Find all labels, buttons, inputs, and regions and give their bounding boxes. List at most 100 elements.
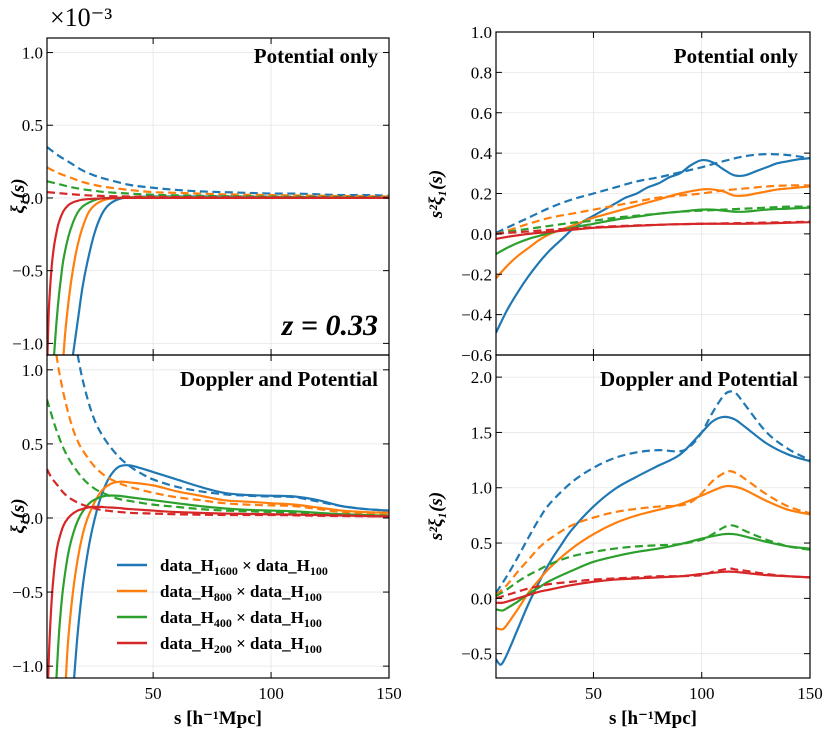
series-orange-solid-bottom-right — [496, 484, 810, 631]
panel-title-bottom-left: Doppler and Potential — [180, 367, 378, 391]
legend-item-orange: data_H800 × data_H100 — [117, 582, 322, 604]
panel-title-bottom-right: Doppler and Potential — [600, 367, 798, 391]
series-orange-dashed-top-right — [496, 184, 810, 235]
ticks-bottom-left: 50 100 150 −1.0 −0.5 0.0 0.5 1.0 — [12, 355, 402, 703]
tick-label-y-5-top-right: 0.4 — [471, 144, 493, 163]
legend-sub2-blue: 100 — [310, 564, 328, 578]
panel-title-top-left: Potential only — [254, 44, 379, 68]
legend-sub1-green: 400 — [214, 616, 232, 630]
legend-sub1-red: 200 — [214, 642, 232, 656]
series-blue-dashed-bottom-left — [76, 355, 389, 512]
y-axis-label-bottom-right: s²ξ₁(s) — [426, 492, 447, 541]
series-blue-solid-top-right — [496, 157, 810, 334]
ticks-top-right: −0.6 −0.4 −0.2 0.0 0.2 0.4 0.6 0.8 1.0 — [461, 23, 811, 365]
axes-frame-bottom-right — [495, 354, 811, 679]
series-top-right — [496, 153, 810, 334]
series-green-dashed-bottom-left — [47, 399, 389, 518]
tick-label-y-1-bottom-left: −0.5 — [12, 583, 43, 602]
left-scale-label: ×10⁻³ — [50, 3, 112, 32]
tick-label-y-0-bottom-left: −1.0 — [12, 657, 43, 676]
grid-bottom-right — [496, 355, 811, 678]
x-axis-label-bottom-left: s [h⁻¹Mpc] — [174, 708, 262, 729]
tick-label-y-0-top-left: −1.0 — [12, 334, 43, 353]
tick-label-y-3-bottom-left: 0.5 — [22, 435, 43, 454]
tick-label-y-4-top-left: 1.0 — [22, 44, 43, 63]
legend-main-blue: data_H — [160, 556, 214, 575]
ticks-top-left: −1.0 −0.5 0.0 0.5 1.0 — [12, 38, 390, 355]
tick-label-y-2-top-left: 0.0 — [22, 189, 43, 208]
y-axis-label-top-right: s²ξ₁(s) — [426, 170, 447, 219]
series-green-dashed-bottom-right — [496, 524, 810, 598]
tick-label-y-3-top-right: 0.0 — [471, 225, 492, 244]
redshift-label: z = 0.33 — [281, 309, 378, 342]
series-blue-solid-bottom-right — [496, 415, 810, 666]
legend-main-orange: data_H — [160, 582, 214, 601]
legend-mid-blue: × data_H — [238, 556, 310, 575]
series-blue-solid-bottom-left — [73, 464, 389, 678]
legend-label-red: data_H200 × data_H100 — [160, 634, 322, 656]
grid-top-right — [496, 31, 811, 356]
tick-label-x-150-bottom-left: 150 — [376, 684, 402, 703]
series-red-dashed-top-right — [496, 220, 810, 235]
legend-sub1-orange: 800 — [214, 590, 232, 604]
legend-sub2-orange: 100 — [304, 590, 322, 604]
panel-top-right: −0.6 −0.4 −0.2 0.0 0.2 0.4 0.6 0.8 1.0 Potential… — [461, 23, 811, 365]
axes-frame-bottom-left — [46, 354, 390, 679]
series-red-dashed-bottom-right — [496, 567, 810, 600]
legend-item-red: data_H200 × data_H100 — [117, 634, 322, 656]
series-orange-dashed-bottom-right — [496, 470, 810, 596]
legend-mid-red: × data_H — [232, 634, 304, 653]
tick-label-y-4-bottom-left: 1.0 — [22, 361, 43, 380]
tick-label-y-7-top-right: 0.8 — [471, 63, 492, 82]
legend-label-green: data_H400 × data_H100 — [160, 608, 322, 630]
tick-label-y-0-bottom-right: −0.5 — [461, 645, 492, 664]
legend-item-blue: data_H1600 × data_H100 — [117, 556, 328, 578]
tick-label-y-1-bottom-right: 0.0 — [471, 589, 492, 608]
legend-sub2-red: 100 — [304, 642, 322, 656]
series-blue-dashed-top-left — [47, 146, 389, 197]
tick-label-y-5-bottom-right: 2.0 — [471, 368, 492, 387]
tick-label-x-100-bottom-left: 100 — [258, 684, 284, 703]
y-axis-label-bottom-left: ξ₁(s) — [8, 498, 29, 533]
grid-bottom-left — [47, 355, 390, 678]
legend-main-red: data_H — [160, 634, 214, 653]
tick-label-y-8-top-right: 1.0 — [471, 23, 492, 42]
x-axis-label-bottom-right: s [h⁻¹Mpc] — [609, 708, 697, 729]
tick-label-y-4-bottom-right: 1.5 — [471, 423, 492, 442]
series-green-solid-top-right — [496, 206, 810, 256]
panel-bottom-right: 50 100 150 −0.5 0.0 0.5 1.0 1.5 2.0 Doppler and … — [461, 354, 823, 703]
legend-main-green: data_H — [160, 608, 214, 627]
series-orange-solid-top-right — [496, 185, 810, 280]
legend-label-blue: data_H1600 × data_H100 — [160, 556, 328, 578]
tick-label-y-2-bottom-right: 0.5 — [471, 534, 492, 553]
tick-label-x-50-bottom-left: 50 — [145, 684, 162, 703]
series-red-dashed-bottom-left — [47, 468, 389, 518]
series-orange-dashed-bottom-left — [55, 355, 389, 517]
tick-label-y-3-bottom-right: 1.0 — [471, 479, 492, 498]
panel-top-left: −1.0 −0.5 0.0 0.5 1.0 Potential only z = 0.3… — [12, 37, 390, 356]
series-bottom-left — [47, 355, 389, 678]
legend-mid-orange: × data_H — [232, 582, 304, 601]
series-red-solid-top-left — [47, 196, 389, 355]
ticks-bottom-right: 50 100 150 −0.5 0.0 0.5 1.0 1.5 2.0 — [461, 355, 823, 703]
series-red-dashed-top-left — [47, 191, 389, 199]
legend-mid-green: × data_H — [232, 608, 304, 627]
tick-label-y-1-top-right: −0.4 — [461, 306, 492, 325]
tick-label-y-2-bottom-left: 0.0 — [22, 509, 43, 528]
tick-label-y-6-top-right: 0.6 — [471, 104, 492, 123]
tick-label-y-3-top-left: 0.5 — [22, 116, 43, 135]
series-bottom-right — [496, 390, 810, 666]
tick-label-y-4-top-right: 0.2 — [471, 185, 492, 204]
legend-label-orange: data_H800 × data_H100 — [160, 582, 322, 604]
tick-label-x-50-bottom-right: 50 — [585, 684, 602, 703]
tick-label-x-150-bottom-right: 150 — [797, 684, 823, 703]
tick-label-x-100-bottom-right: 100 — [689, 684, 715, 703]
legend-item-green: data_H400 × data_H100 — [117, 608, 322, 630]
panel-bottom-left: 50 100 150 −1.0 −0.5 0.0 0.5 1.0 Doppler and Po… — [12, 354, 402, 703]
series-green-solid-bottom-left — [55, 494, 389, 678]
series-top-left — [47, 146, 389, 355]
y-axis-label-top-left: ξ₁(s) — [8, 178, 29, 213]
series-green-dashed-top-right — [496, 205, 810, 235]
